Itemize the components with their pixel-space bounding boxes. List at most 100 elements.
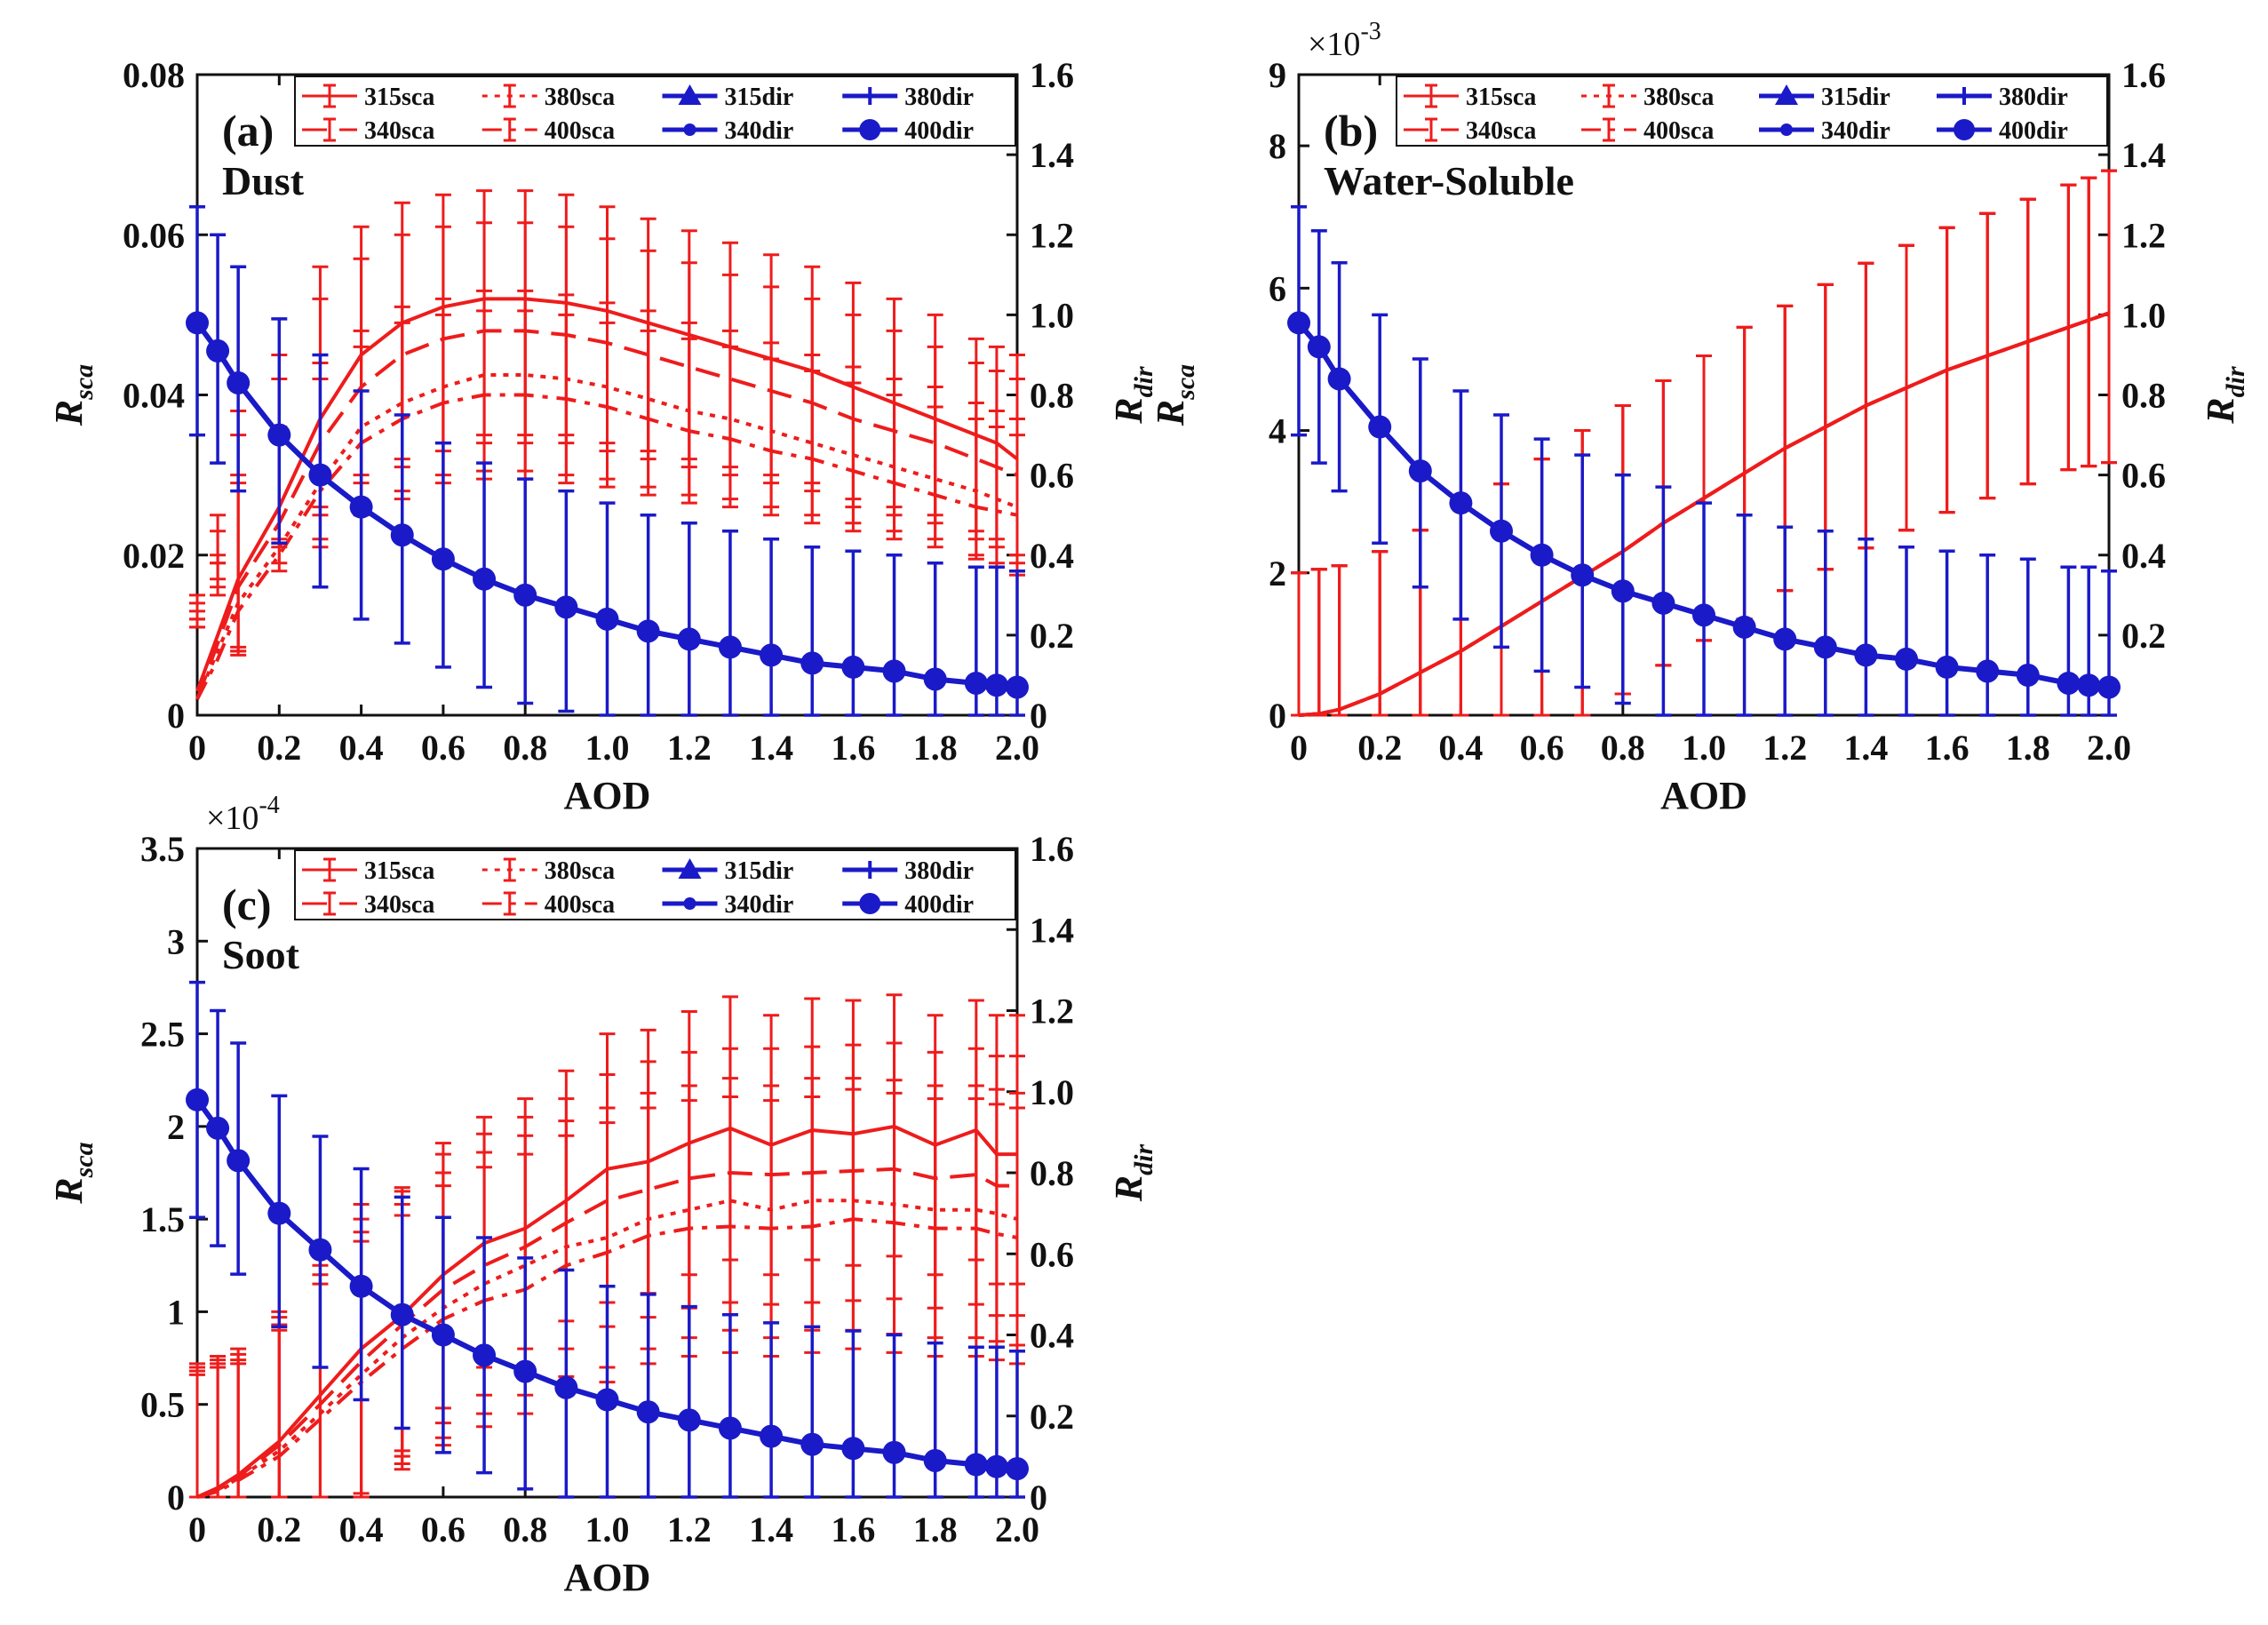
marker-400dir	[595, 607, 619, 631]
scale-base: ×10	[1308, 26, 1360, 63]
legend-label-340dir: 340dir	[1821, 117, 1890, 145]
y-left-axis-subscript: sca	[69, 364, 99, 401]
x-tick-label: 1.0	[585, 728, 630, 768]
x-tick-label: 0	[188, 1509, 206, 1549]
y-left-tick-label: 4	[1269, 411, 1286, 451]
x-tick-label: 1.4	[749, 728, 793, 768]
panel-title: Water-Soluble	[1324, 158, 1574, 203]
x-tick-label: 1.4	[1843, 728, 1888, 768]
x-tick-label: 0.2	[257, 1509, 301, 1549]
marker-400dir	[677, 627, 701, 651]
y-left-tick-label: 6	[1269, 268, 1286, 308]
x-axis-title: AOD	[564, 1556, 651, 1599]
y-right-axis-symbol: R	[1107, 397, 1150, 424]
y-left-tick-label: 0.08	[123, 55, 185, 95]
y-left-tick-label: 1.5	[140, 1199, 185, 1239]
y-left-tick-label: 0	[167, 1478, 185, 1517]
marker-400dir	[554, 595, 578, 619]
marker-400dir	[2077, 673, 2101, 697]
legend-label-380sca: 380sca	[545, 84, 615, 111]
scale-exponent: -3	[1360, 18, 1381, 45]
y-right-axis-symbol: R	[2199, 397, 2242, 424]
marker-400dir	[1611, 579, 1635, 603]
y-right-tick-label: 1.4	[1030, 910, 1074, 950]
legend-label-380dir: 380dir	[904, 84, 974, 111]
marker-400dir	[1530, 543, 1554, 567]
x-tick-label: 0.2	[1357, 728, 1402, 768]
y-right-tick-label: 1.0	[2121, 295, 2166, 335]
y-left-tick-label: 0.5	[140, 1385, 185, 1425]
legend-label-340sca: 340sca	[364, 891, 434, 919]
y-left-axis-title: Rsca	[47, 364, 99, 426]
marker-400dir	[2016, 663, 2040, 687]
x-tick-label: 0.8	[1601, 728, 1645, 768]
legend-marker-triangle	[1775, 84, 1798, 105]
marker-400dir	[349, 495, 373, 519]
legend-marker-circle	[1954, 119, 1975, 140]
series-400sca	[1291, 169, 2117, 717]
y-right-tick-label: 1.6	[2121, 55, 2166, 95]
marker-400dir	[390, 523, 414, 547]
legend-marker-triangle	[678, 84, 702, 105]
marker-400dir	[431, 547, 455, 571]
legend-label-315dir: 315dir	[1821, 84, 1890, 111]
y-left-tick-label: 2	[167, 1107, 185, 1147]
marker-400dir	[1895, 647, 1918, 671]
y-right-tick-label: 1.2	[2121, 215, 2166, 255]
y-left-tick-label: 2	[1269, 554, 1286, 593]
marker-400dir	[1651, 591, 1675, 615]
marker-400dir	[1773, 627, 1797, 651]
legend-label-315dir: 315dir	[725, 857, 794, 885]
marker-400dir	[554, 1375, 578, 1399]
marker-400dir	[1692, 603, 1715, 627]
marker-400dir	[2097, 675, 2121, 699]
y-left-tick-label: 8	[1269, 126, 1286, 166]
marker-400dir	[1935, 655, 1959, 679]
legend-box	[294, 849, 1016, 920]
marker-400dir	[186, 1087, 209, 1111]
marker-400dir	[677, 1408, 701, 1432]
series-dir	[186, 204, 1029, 717]
marker-400dir	[513, 583, 537, 607]
legend-label-380sca: 380sca	[1643, 84, 1714, 111]
y-right-tick-label: 0.8	[1030, 376, 1074, 416]
marker-400dir	[984, 673, 1008, 697]
x-tick-label: 0.2	[257, 728, 301, 768]
marker-400dir	[1408, 459, 1432, 483]
legend-label-400dir: 400dir	[1999, 117, 2068, 145]
x-tick-label: 1.8	[913, 728, 958, 768]
legend-label-400dir: 400dir	[904, 117, 974, 145]
marker-400dir	[964, 671, 988, 695]
panel-label: (a)	[222, 106, 274, 155]
y-right-tick-label: 0	[1030, 696, 1047, 736]
x-tick-label: 2.0	[995, 1509, 1039, 1549]
x-tick-label: 1.0	[585, 1509, 630, 1549]
y-right-tick-label: 0.4	[2121, 536, 2166, 576]
y-left-tick-label: 1	[167, 1292, 185, 1332]
marker-400dir	[923, 1448, 947, 1472]
legend-label-400sca: 400sca	[545, 117, 615, 145]
y-left-axis-symbol: R	[47, 400, 91, 426]
y-right-axis-symbol: R	[1107, 1175, 1150, 1202]
line-380sca	[196, 1199, 1018, 1499]
legend-label-340sca: 340sca	[364, 117, 434, 145]
y-left-axis-title: Rsca	[47, 1142, 99, 1204]
panel-c: 0 0.2 0.4 0.6 0.8 1.0 1.2 1.4 1.6 1.8 2.000.511.52…	[47, 792, 1158, 1599]
marker-400dir	[1813, 635, 1837, 659]
panel-b: 0 0.2 0.4 0.6 0.8 1.0 1.2 1.4 1.6 1.8 2.0 0 2 4 6 8 9 0.2…	[1149, 18, 2250, 817]
y-left-tick-label: 3.5	[140, 829, 185, 869]
marker-400dir	[882, 1440, 906, 1464]
y-right-axis-subscript: dir	[1129, 366, 1158, 397]
series-dir	[186, 980, 1029, 1499]
y-right-axis-title: Rdir	[2199, 366, 2250, 425]
y-right-tick-label: 1.4	[1030, 135, 1074, 175]
y-right-tick-label: 0.6	[2121, 456, 2166, 496]
y-right-tick-label: 0.8	[1030, 1153, 1074, 1193]
marker-400dir	[718, 635, 742, 659]
y-right-axis-subscript: dir	[1129, 1143, 1158, 1175]
panel-label: (c)	[222, 880, 272, 929]
legend-label-340dir: 340dir	[725, 891, 794, 919]
marker-400dir	[760, 643, 784, 667]
y-left-axis-title: Rsca	[1149, 364, 1200, 426]
